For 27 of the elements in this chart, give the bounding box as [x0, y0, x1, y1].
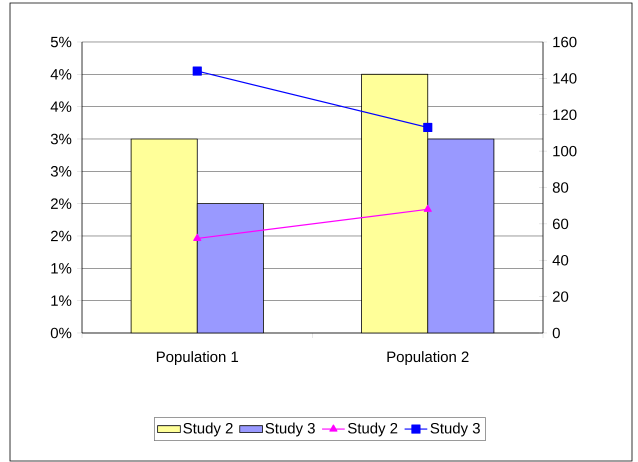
y-tick-label: 2%: [51, 230, 72, 242]
y2-tick-label: 120: [553, 109, 577, 120]
y-tick-label: 4%: [50, 101, 72, 112]
y2-tick-label: 0: [552, 328, 560, 338]
y2-tick-label: 160: [553, 36, 577, 48]
x-tick-label: Population 2: [387, 351, 469, 366]
y2-tick-label: 140: [553, 73, 577, 84]
legend-label: Study 2: [348, 422, 398, 436]
y2-tick-label: 100: [553, 146, 577, 156]
legend-label: Study 3: [430, 422, 480, 436]
y-tick-label: 3%: [50, 134, 72, 144]
y-tick-label: 3%: [50, 166, 72, 177]
y-tick-label: 2%: [51, 198, 72, 209]
point: [423, 122, 432, 132]
y-tick-label: 4%: [50, 69, 72, 80]
y2-tick-label: 20: [552, 291, 568, 302]
y2-tick-label: 40: [552, 254, 568, 266]
y2-tick-label: 60: [552, 218, 568, 230]
y-tick-label: 1%: [51, 295, 72, 306]
point: [192, 66, 202, 76]
legend-label: Study 3: [265, 422, 315, 436]
x-tick-label: Population 1: [156, 351, 238, 366]
legend-label: Study 2: [183, 422, 233, 436]
y2-tick-label: 80: [552, 182, 568, 193]
y-tick-label: 0%: [50, 328, 72, 338]
y-tick-label: 1%: [51, 263, 72, 274]
y-tick-label: 5%: [50, 36, 72, 48]
